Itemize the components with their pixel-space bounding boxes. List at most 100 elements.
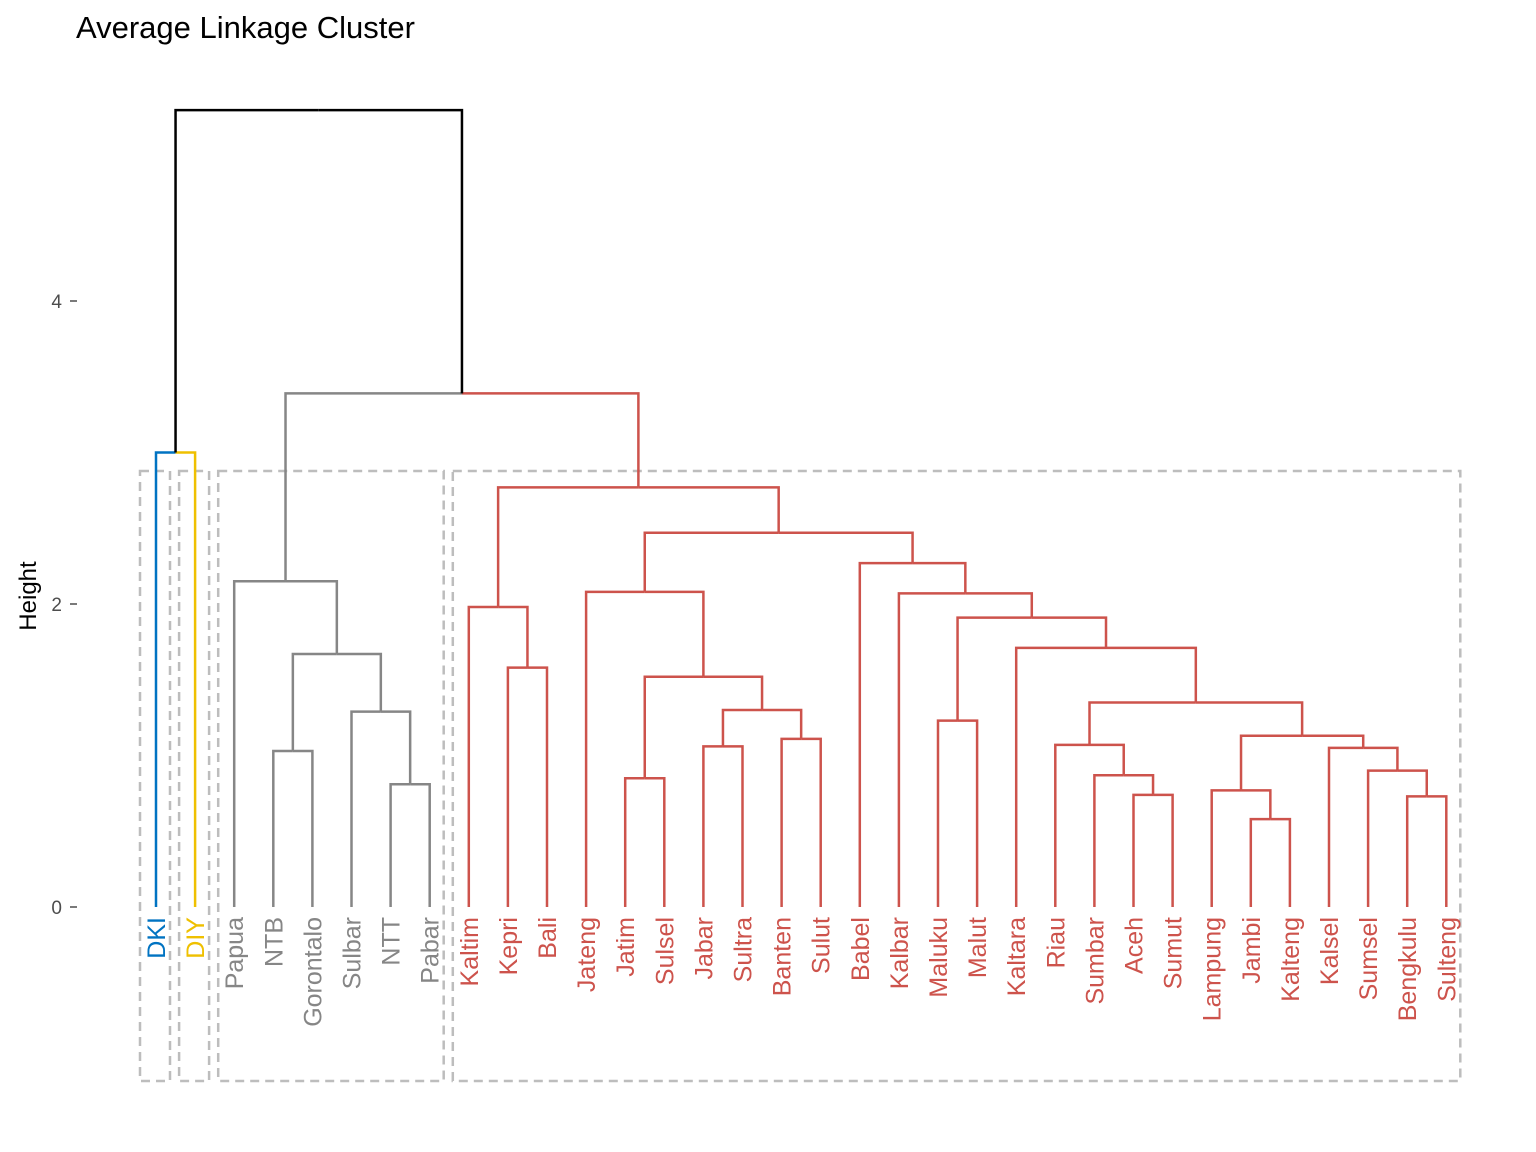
link-m_kepri_bali-right bbox=[527, 666, 549, 907]
link-m_kaltim-right bbox=[498, 605, 529, 668]
link-m_banten_sulut-left bbox=[780, 737, 802, 907]
leaf-label-maluku: Maluku bbox=[925, 917, 953, 998]
leaf-label-bengkulu: Bengkulu bbox=[1394, 917, 1422, 1021]
link-m_sumsel-left bbox=[1366, 769, 1398, 907]
link-m_papua-right bbox=[285, 580, 339, 654]
leaf-label-sulsel: Sulsel bbox=[651, 917, 679, 985]
link-m_bengkulu_sulteng-left bbox=[1405, 795, 1427, 907]
link-m_sulbar-right bbox=[380, 710, 412, 785]
link-m_jateng-left bbox=[584, 590, 645, 907]
link-m_ntb_gorontalo-left bbox=[272, 749, 293, 907]
link-m_jabar_sultra-right bbox=[722, 745, 744, 907]
link-m_ntb_gorontalo-right bbox=[292, 749, 314, 907]
link-m_sumbar-right bbox=[1123, 773, 1155, 795]
link-m_jateng_babel-left bbox=[643, 531, 779, 592]
leaf-label-jambi: Jambi bbox=[1238, 917, 1266, 984]
leaf-label-riau: Riau bbox=[1042, 917, 1070, 968]
leaf-label-kalteng: Kalteng bbox=[1277, 917, 1305, 1002]
leaf-label-kaltara: Kaltara bbox=[1003, 917, 1031, 996]
link-m_ntt_pabar-left bbox=[389, 783, 411, 907]
leaf-label-sulut: Sulut bbox=[808, 917, 836, 974]
leaf-label-sulbar: Sulbar bbox=[339, 917, 367, 989]
link-m_sulbar-left bbox=[350, 710, 381, 907]
y-axis: 0 2 4 bbox=[51, 292, 77, 919]
link-m_babel-right bbox=[912, 561, 967, 594]
link-m_kaltim_jateng-left bbox=[496, 486, 639, 608]
link-m_kalbar-right bbox=[965, 592, 1034, 618]
leaf-labels: DKI DIY Papua NTB Gorontalo Sulbar NTT Pabar Kal… bbox=[143, 917, 1461, 1027]
link-m_dki_diy-left bbox=[154, 451, 176, 907]
link-m_kaltara-left bbox=[1014, 646, 1107, 907]
link-m_jatim_jabar-left bbox=[643, 675, 704, 779]
link-m_jateng-right bbox=[644, 590, 705, 677]
link-m_sumsel-right bbox=[1397, 769, 1428, 797]
link-m_jatim_jabar-right bbox=[703, 675, 764, 711]
link-m_lampung-right bbox=[1241, 789, 1272, 820]
leaf-label-sumbar: Sumbar bbox=[1081, 917, 1109, 1005]
link-m_root-left bbox=[174, 108, 319, 453]
leaf-label-jabar: Jabar bbox=[690, 917, 718, 980]
link-m_banten_sulut-right bbox=[801, 737, 822, 907]
dendrogram-links bbox=[154, 108, 1448, 907]
leaf-label-papua: Papua bbox=[221, 917, 249, 989]
link-m_aceh_sumut-left bbox=[1132, 793, 1154, 907]
link-m_maluku_malut-left bbox=[936, 719, 958, 907]
link-m_gray_red-right bbox=[461, 392, 640, 488]
cluster-box-3 bbox=[216, 469, 445, 1083]
link-m_kaltim_jateng-right bbox=[638, 486, 780, 533]
link-m_riau-left bbox=[1054, 743, 1090, 907]
link-m_lampung_kalsel-left bbox=[1239, 734, 1303, 791]
link-m_jabar_banten-left bbox=[721, 708, 763, 747]
link-m_kalbar-left bbox=[897, 592, 966, 907]
link-m_sumbar-left bbox=[1093, 773, 1124, 907]
cluster-boxes bbox=[138, 469, 1462, 1083]
leaf-label-sumsel: Sumsel bbox=[1355, 917, 1383, 1000]
link-m_jatim_sulsel-right bbox=[644, 776, 666, 907]
link-m_dki_diy-right bbox=[175, 451, 197, 907]
leaf-label-banten: Banten bbox=[769, 917, 797, 996]
link-m_kalsel-left bbox=[1327, 746, 1364, 907]
leaf-label-kalsel: Kalsel bbox=[1316, 917, 1344, 985]
leaf-label-bali: Bali bbox=[534, 917, 562, 959]
link-m_maluku_kaltara-left bbox=[956, 616, 1032, 721]
link-m_kepri_bali-left bbox=[506, 666, 528, 907]
link-m_ntb_sulbar-left bbox=[291, 652, 337, 751]
leaf-label-aceh: Aceh bbox=[1121, 917, 1149, 974]
leaf-label-dki: DKI bbox=[143, 917, 171, 959]
leaf-label-ntt: NTT bbox=[378, 917, 406, 966]
link-m_papua-left bbox=[232, 580, 286, 907]
leaf-label-sultra: Sultra bbox=[730, 917, 758, 982]
link-m_jatim_sulsel-left bbox=[623, 776, 645, 907]
link-m_jambi_kalteng-right bbox=[1270, 817, 1292, 907]
link-m_riau_lampung-left bbox=[1088, 701, 1196, 745]
link-m_lampung-left bbox=[1210, 789, 1242, 907]
link-m_maluku_malut-right bbox=[957, 719, 979, 907]
cluster-box-4 bbox=[451, 469, 1462, 1083]
link-m_ntb_sulbar-right bbox=[336, 652, 383, 712]
link-m_kaltim-left bbox=[467, 605, 499, 907]
link-m_kaltara-right bbox=[1106, 646, 1198, 703]
link-m_riau-right bbox=[1089, 743, 1125, 776]
leaf-label-sumut: Sumut bbox=[1160, 917, 1188, 989]
y-tick-label-2: 2 bbox=[51, 595, 62, 616]
leaf-label-lampung: Lampung bbox=[1199, 917, 1227, 1021]
link-m_babel-left bbox=[858, 561, 913, 907]
leaf-label-ntb: NTB bbox=[260, 917, 288, 967]
leaf-label-malut: Malut bbox=[964, 917, 992, 978]
leaf-label-pabar: Pabar bbox=[417, 917, 445, 984]
link-m_aceh_sumut-right bbox=[1153, 793, 1174, 907]
leaf-label-diy: DIY bbox=[182, 917, 210, 959]
y-axis-title: Height bbox=[15, 561, 42, 631]
leaf-label-gorontalo: Gorontalo bbox=[299, 917, 327, 1027]
leaf-label-kalbar: Kalbar bbox=[886, 917, 914, 989]
leaf-label-kepri: Kepri bbox=[495, 917, 523, 975]
leaf-label-jateng: Jateng bbox=[573, 917, 601, 992]
link-m_riau_lampung-right bbox=[1195, 701, 1304, 736]
leaf-label-kaltim: Kaltim bbox=[456, 917, 484, 986]
link-m_jateng_babel-right bbox=[778, 531, 914, 564]
y-tick-label-4: 4 bbox=[51, 292, 62, 313]
link-m_maluku_kaltara-right bbox=[1031, 616, 1108, 648]
link-m_jambi_kalteng-left bbox=[1249, 817, 1271, 907]
link-m_root-right bbox=[318, 108, 464, 394]
link-m_bengkulu_sulteng-right bbox=[1426, 795, 1448, 907]
